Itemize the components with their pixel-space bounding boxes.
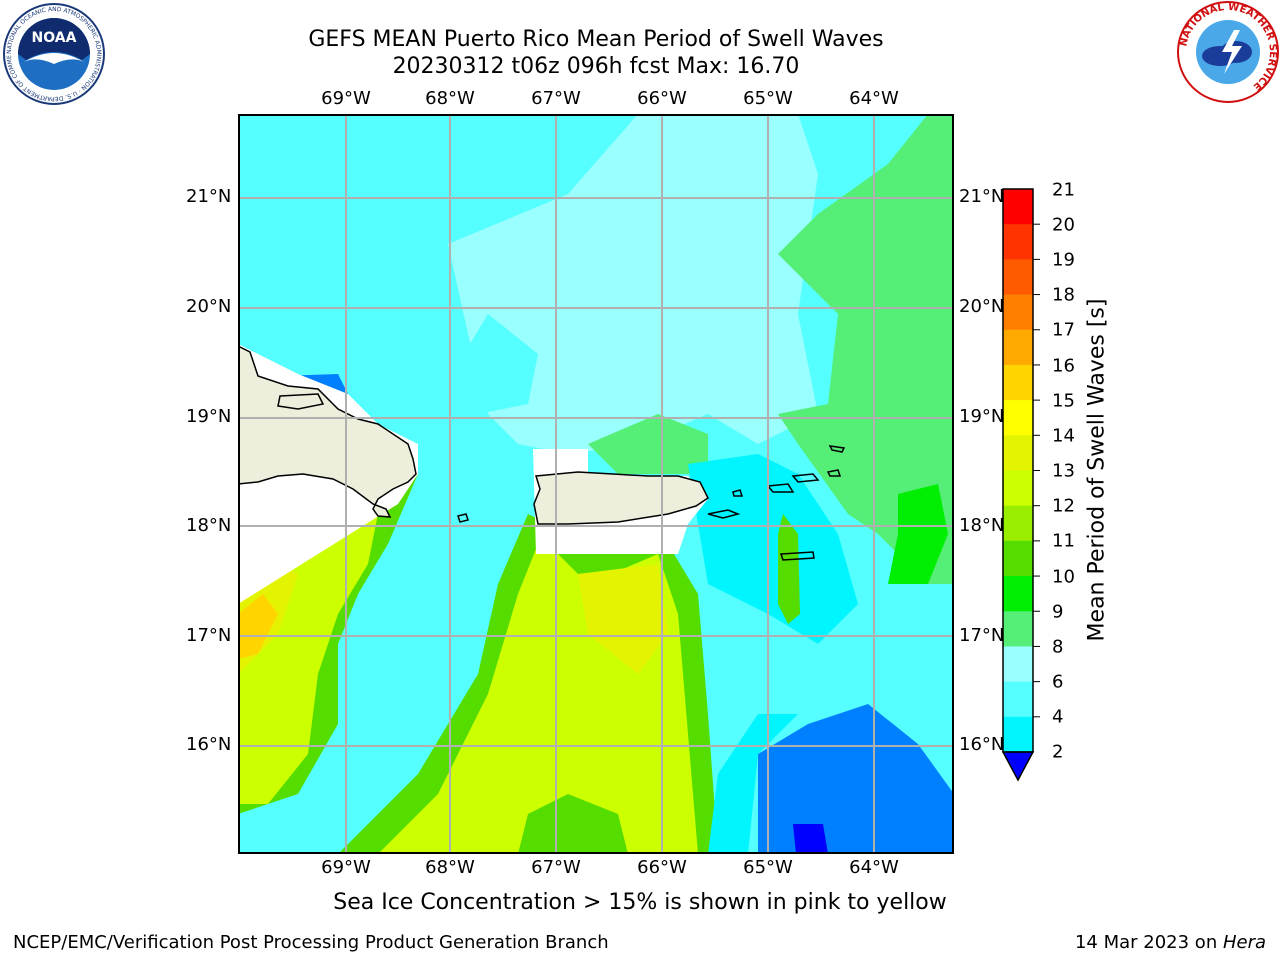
period-field-8-9s-pocket: [458, 314, 538, 414]
colorbar-tick: 14: [1052, 425, 1075, 447]
colorbar-tick: 16: [1052, 355, 1075, 377]
lon-label-bottom-67w: 67°W: [531, 857, 581, 878]
colorbar-segment: [1003, 716, 1033, 753]
lat-label-left-19n: 19°N: [186, 406, 232, 427]
footer-date: 14 Mar 2023 on Hera: [1075, 932, 1266, 953]
lat-label-right-19n: 19°N: [959, 406, 1005, 427]
lon-label-bottom-64w: 64°W: [849, 857, 899, 878]
puerto-rico-land: [533, 471, 709, 525]
lon-label-bottom-69w: 69°W: [321, 857, 371, 878]
colorbar-tick: 13: [1052, 460, 1075, 482]
lat-label-left-17n: 17°N: [186, 625, 232, 646]
colorbar-extend-triangle: [1001, 751, 1035, 782]
colorbar-title: Mean Period of Swell Waves [s]: [1084, 298, 1110, 642]
colorbar-segment: [1003, 224, 1033, 260]
colorbar-tick: 17: [1052, 319, 1075, 341]
lon-label-top-68w: 68°W: [425, 88, 475, 109]
colorbar-segment: [1003, 540, 1033, 577]
mona-island: [457, 513, 469, 523]
colorbar-tick: 11: [1052, 530, 1075, 552]
period-field-10-11s-east: [778, 114, 954, 584]
lat-label-left-16n: 16°N: [186, 734, 232, 755]
st-croix-island: [779, 551, 815, 561]
period-field-2-4s-southeast: [758, 704, 954, 854]
sea-ice-note: Sea Ice Concentration > 15% is shown in …: [333, 890, 947, 915]
period-field-15-16s-west: [238, 594, 278, 659]
map-title: GEFS MEAN Puerto Rico Mean Period of Swe…: [308, 27, 884, 52]
lat-label-right-16n: 16°N: [959, 734, 1005, 755]
colorbar-segment: [1003, 400, 1033, 436]
colorbar-segment: [1003, 611, 1033, 647]
period-field-11-12s-south: [518, 794, 628, 854]
period-field-6-8s-east: [688, 454, 858, 644]
lat-label-left-21n: 21°N: [186, 186, 232, 207]
colorbar-segment: [1003, 681, 1033, 718]
colorbar-frame: [1002, 188, 1034, 753]
nws-logo: NATIONAL WEATHER SERVICE: [1177, 1, 1279, 103]
map-frame: [238, 114, 954, 854]
hispaniola-land: [238, 345, 417, 518]
colorbar-tick: 2: [1052, 741, 1064, 763]
noaa-logo: NATIONAL OCEANIC AND ATMOSPHERIC ADMINIS…: [2, 2, 105, 105]
lon-label-top-64w: 64°W: [849, 88, 899, 109]
colorbar-segment: [1003, 294, 1033, 331]
anegada-island: [828, 445, 846, 453]
saona-island-land: [277, 393, 325, 410]
lon-label-bottom-65w: 65°W: [743, 857, 793, 878]
colorbar-segment: [1003, 364, 1033, 401]
lon-label-bottom-66w: 66°W: [637, 857, 687, 878]
lat-label-right-21n: 21°N: [959, 186, 1005, 207]
noaa-logo-text: NOAA: [32, 30, 77, 46]
colorbar-tick: 9: [1052, 601, 1064, 623]
period-field-below-2s: [793, 824, 828, 854]
colorbar: [1001, 188, 1040, 782]
swell-period-map: [238, 114, 954, 854]
colorbar-segment: [1003, 576, 1033, 612]
map-subtitle: 20230312 t06z 096h fcst Max: 16.70: [392, 54, 800, 79]
vieques-island: [707, 509, 741, 519]
colorbar-tick: 12: [1052, 495, 1075, 517]
map-grid: [238, 114, 954, 854]
colorbar-tick: 4: [1052, 706, 1064, 728]
colorbar-tick: 20: [1052, 214, 1075, 236]
lon-label-top-69w: 69°W: [321, 88, 371, 109]
colorbar-tick: 18: [1052, 284, 1075, 306]
virgin-islands-st-thomas: [766, 483, 795, 493]
lat-label-left-18n: 18°N: [186, 515, 232, 536]
footer-branch: NCEP/EMC/Verification Post Processing Pr…: [13, 932, 609, 953]
culebra-island: [732, 489, 744, 497]
period-field-11-12s-east: [888, 484, 948, 584]
colorbar-segment: [1003, 259, 1033, 296]
colorbar-segment: [1003, 470, 1033, 507]
colorbar-tick: 8: [1052, 636, 1064, 658]
colorbar-tick: 21: [1052, 179, 1075, 201]
lon-label-top-67w: 67°W: [531, 88, 581, 109]
colorbar-segment: [1003, 646, 1033, 683]
colorbar-segment: [1003, 189, 1033, 225]
colorbar-tick: 15: [1052, 390, 1075, 412]
period-field-10-11s-north-pr: [588, 414, 708, 474]
lon-label-top-66w: 66°W: [637, 88, 687, 109]
colorbar-segment: [1003, 435, 1033, 471]
colorbar-segment: [1003, 505, 1033, 542]
virgin-islands-tortola: [791, 473, 820, 483]
period-field-13-14s-central: [578, 564, 668, 674]
period-field-4-6s-south: [708, 714, 798, 854]
period-field-12s-st-croix: [778, 514, 800, 624]
lat-label-right-17n: 17°N: [959, 625, 1005, 646]
colorbar-segment: [1003, 329, 1033, 366]
footer-date-text: 14 Mar 2023 on: [1074, 932, 1223, 953]
lat-label-left-20n: 20°N: [186, 296, 232, 317]
lat-label-right-18n: 18°N: [959, 515, 1005, 536]
virgin-gorda: [826, 469, 842, 477]
lon-label-top-65w: 65°W: [743, 88, 793, 109]
colorbar-tick: 10: [1052, 566, 1075, 588]
lon-label-bottom-68w: 68°W: [425, 857, 475, 878]
lat-label-right-20n: 20°N: [959, 296, 1005, 317]
footer-machine: Hera: [1222, 932, 1266, 953]
colorbar-tick: 6: [1052, 671, 1064, 693]
colorbar-tick: 19: [1052, 249, 1075, 271]
